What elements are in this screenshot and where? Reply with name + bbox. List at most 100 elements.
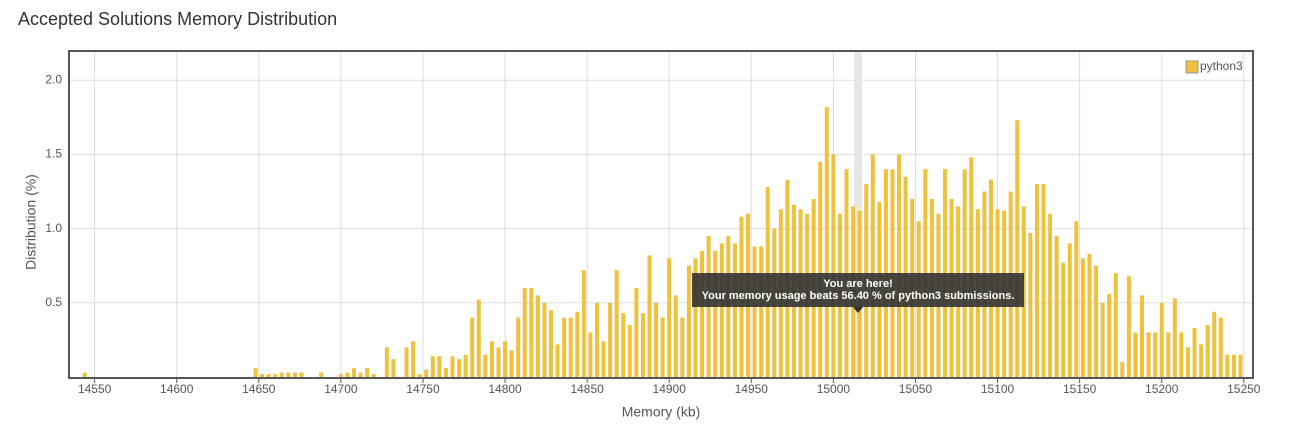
bar bbox=[752, 246, 757, 377]
bar bbox=[286, 372, 291, 377]
bar bbox=[601, 341, 606, 377]
bar bbox=[654, 302, 659, 377]
x-tick-label: 15100 bbox=[981, 382, 1015, 396]
bar bbox=[660, 317, 665, 377]
bar bbox=[1015, 120, 1020, 378]
x-tick-label: 15050 bbox=[899, 382, 933, 396]
bar bbox=[358, 372, 363, 377]
y-tick-label: 1.0 bbox=[45, 221, 62, 235]
y-tick-label: 2.0 bbox=[45, 72, 62, 86]
x-tick-label: 15200 bbox=[1145, 382, 1179, 396]
y-axis-label: Distribution (%) bbox=[23, 174, 39, 270]
bar bbox=[82, 372, 87, 377]
bar bbox=[870, 154, 875, 377]
bar bbox=[417, 374, 422, 377]
bar bbox=[443, 368, 448, 377]
bar bbox=[1080, 258, 1085, 377]
bar bbox=[345, 372, 350, 377]
bar bbox=[1028, 233, 1033, 377]
legend-swatch bbox=[1185, 60, 1199, 74]
bar bbox=[1199, 344, 1204, 377]
chart-title: Accepted Solutions Memory Distribution bbox=[18, 9, 337, 29]
tooltip-box bbox=[692, 273, 1024, 307]
bar bbox=[1107, 293, 1112, 377]
x-tick-label: 14700 bbox=[324, 382, 358, 396]
bar bbox=[1192, 328, 1197, 377]
bar bbox=[693, 258, 698, 377]
bar bbox=[588, 332, 593, 377]
bar bbox=[1034, 184, 1039, 377]
bar bbox=[1153, 332, 1158, 377]
bar bbox=[1166, 332, 1171, 377]
bar bbox=[1054, 236, 1059, 377]
bar bbox=[430, 356, 435, 377]
x-tick-label: 14750 bbox=[406, 382, 440, 396]
bar bbox=[1133, 332, 1138, 377]
bar bbox=[503, 341, 508, 377]
bar bbox=[634, 287, 639, 377]
bar bbox=[700, 250, 705, 377]
legend-label: python3 bbox=[1200, 59, 1243, 73]
bar bbox=[450, 356, 455, 377]
bar bbox=[509, 350, 514, 377]
bar bbox=[437, 356, 442, 377]
bar bbox=[1094, 265, 1099, 377]
bar bbox=[969, 157, 974, 377]
bar bbox=[516, 317, 521, 377]
bar bbox=[575, 311, 580, 377]
bar bbox=[384, 347, 389, 377]
bar bbox=[680, 317, 685, 377]
bar bbox=[371, 374, 376, 377]
bar bbox=[1172, 298, 1177, 377]
y-tick-label: 1.5 bbox=[45, 147, 62, 161]
bar bbox=[732, 243, 737, 377]
bar bbox=[555, 344, 560, 377]
x-tick-label: 15250 bbox=[1227, 382, 1261, 396]
bar bbox=[818, 161, 823, 377]
bar bbox=[594, 302, 599, 377]
bar bbox=[1212, 311, 1217, 377]
bar bbox=[1205, 325, 1210, 377]
bar bbox=[352, 368, 357, 377]
bar bbox=[496, 347, 501, 377]
x-tick-label: 14950 bbox=[735, 382, 769, 396]
tooltip-title: You are here! bbox=[823, 278, 893, 290]
bar bbox=[1048, 213, 1053, 377]
x-tick-label: 14600 bbox=[160, 382, 194, 396]
x-tick-label: 14650 bbox=[242, 382, 276, 396]
bar bbox=[897, 154, 902, 377]
bar bbox=[1061, 262, 1066, 377]
x-tick-label: 14850 bbox=[570, 382, 604, 396]
tooltip-text: Your memory usage beats 56.40 % of pytho… bbox=[702, 290, 1015, 302]
bar bbox=[1087, 253, 1092, 377]
bar bbox=[719, 243, 724, 377]
x-tick-label: 15000 bbox=[817, 382, 851, 396]
bar bbox=[404, 347, 409, 377]
bar bbox=[391, 359, 396, 377]
bar bbox=[266, 374, 271, 377]
y-tick-label: 0.5 bbox=[45, 295, 62, 309]
bar bbox=[686, 265, 691, 377]
bar bbox=[608, 302, 613, 377]
bar bbox=[831, 154, 836, 377]
bar bbox=[1179, 332, 1184, 377]
bar bbox=[1041, 184, 1046, 377]
bar bbox=[253, 368, 258, 377]
bar bbox=[614, 270, 619, 377]
bar bbox=[273, 374, 278, 377]
tooltip: You are here!Your memory usage beats 56.… bbox=[692, 273, 1024, 313]
bar bbox=[759, 246, 764, 377]
bar bbox=[1238, 354, 1243, 377]
bar bbox=[549, 310, 554, 377]
bar bbox=[673, 295, 678, 377]
bar bbox=[627, 325, 632, 377]
bar bbox=[457, 359, 462, 377]
bar bbox=[1231, 354, 1236, 377]
bar bbox=[568, 317, 573, 377]
bar bbox=[562, 317, 567, 377]
bar bbox=[1225, 354, 1230, 377]
bar bbox=[489, 341, 494, 377]
x-tick-label: 14900 bbox=[653, 382, 687, 396]
